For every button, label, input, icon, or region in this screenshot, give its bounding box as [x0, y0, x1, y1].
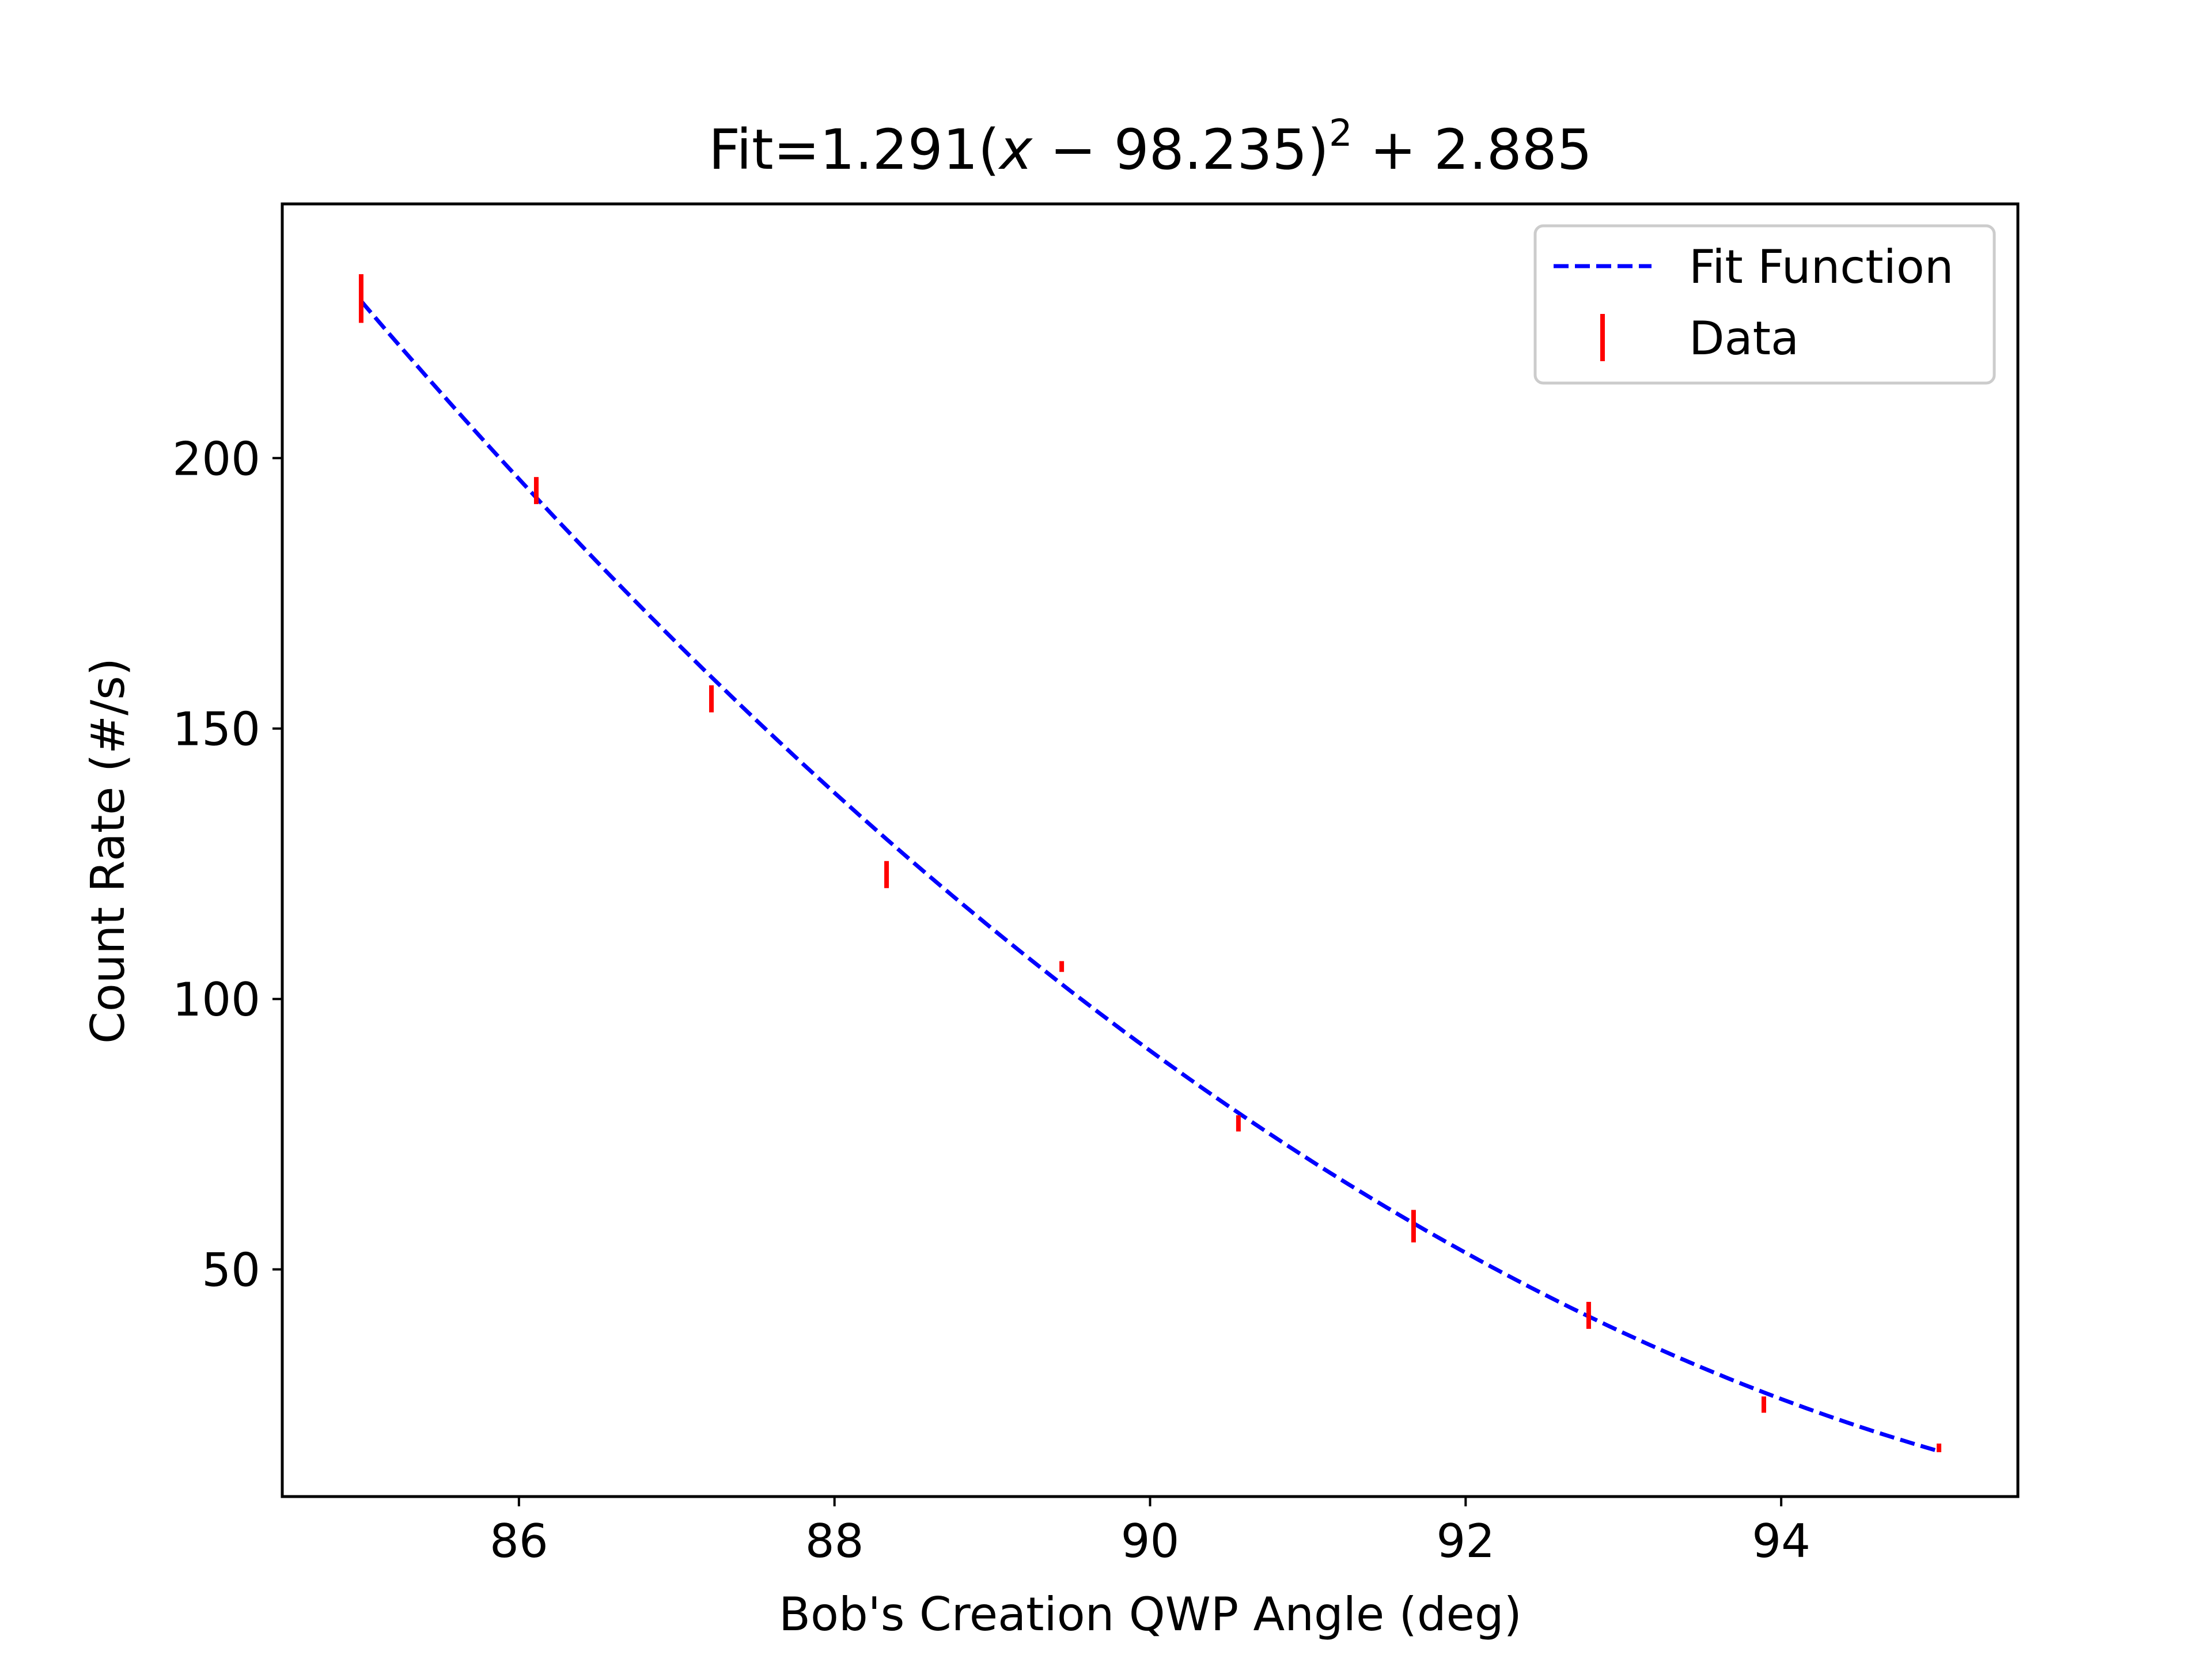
legend-fit-label: Fit Function	[1689, 240, 1954, 294]
x-tick-label: 90	[1121, 1514, 1180, 1568]
x-tick-label: 94	[1752, 1514, 1810, 1568]
y-tick-label: 50	[202, 1244, 260, 1297]
y-axis-label: Count Rate (#/s)	[81, 658, 135, 1044]
legend: Fit Function Data	[1533, 224, 1996, 385]
x-tick-label: 92	[1436, 1514, 1495, 1568]
fit-curve	[359, 300, 1940, 1453]
x-axis-label: Bob's Creation QWP Angle (deg)	[779, 1588, 1522, 1641]
plot-area	[358, 274, 1942, 1453]
x-tick-label: 86	[490, 1514, 548, 1568]
y-axis-ticks: 50 100 150 200	[172, 432, 282, 1297]
chart-title: Fit=1.291(x − 98.235)2 + 2.885	[709, 112, 1592, 182]
y-tick-label: 200	[172, 432, 260, 486]
x-tick-label: 88	[805, 1514, 864, 1568]
y-tick-label: 150	[172, 703, 260, 756]
x-axis-ticks: 86 88 90 92 94	[490, 1497, 1810, 1568]
legend-data-label: Data	[1689, 312, 1799, 365]
plot-frame	[281, 202, 2020, 1498]
y-tick-label: 100	[172, 973, 260, 1027]
